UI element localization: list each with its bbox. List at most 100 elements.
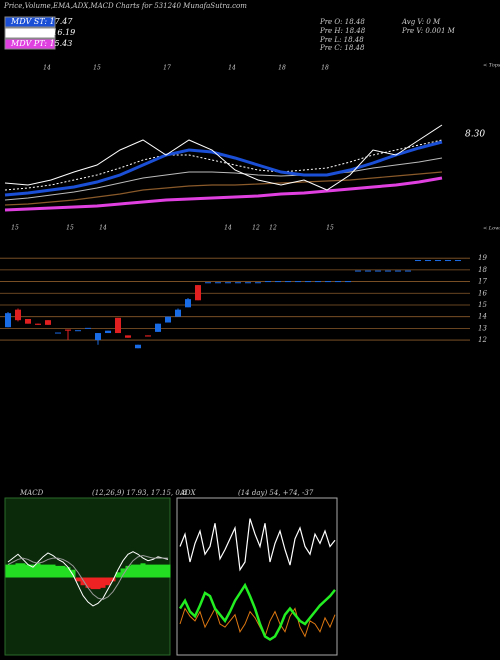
candle-body [325,281,331,283]
date-label: 17 [163,65,171,72]
histogram-bar [130,564,136,578]
candle-body [225,282,231,284]
date-label: 14 [228,65,236,72]
histogram-bar [115,572,121,578]
pre-high: Pre H: 18.48 [319,27,366,35]
pre-close: Pre C: 18.48 [319,44,365,52]
candle-body [125,335,131,338]
lows-label: < Lows [483,226,500,232]
candle-body [205,282,211,284]
candle-body [265,281,271,283]
panel-label: ADX [179,489,197,497]
histogram-bar [145,564,151,578]
candle-body [335,281,341,283]
legend-box [5,39,55,49]
legend-label: MDV PT: 15.43 [10,39,72,48]
date-label: 14 [99,225,107,232]
candle-body [165,316,171,323]
histogram-bar [85,577,91,588]
histogram-bar [25,564,31,578]
panel-label: MACD [19,489,44,497]
date-label: 15 [326,225,334,232]
histogram-bar [120,568,126,578]
histogram-bar [45,564,51,578]
histogram-bar [15,563,21,578]
candle-body [215,282,221,284]
histogram-bar [105,577,111,586]
legend-box-border [4,27,56,39]
y-tick-label: 17 [478,278,487,286]
tops-label: < Tops [483,63,500,69]
candle-body [305,281,311,283]
legend-label: MDV MT: 16.19 [10,28,75,37]
histogram-bar [165,564,171,578]
date-label: 12 [269,225,277,232]
histogram-bar [50,564,56,578]
candle-body [235,282,241,284]
histogram-bar [75,577,81,582]
candle-body [415,260,421,262]
candle-body [95,333,101,341]
candle-body [75,330,81,332]
series-line [4,157,443,201]
candle-body [405,270,411,272]
legend-box [5,17,55,27]
pre-low: Pre L: 18.48 [319,36,364,44]
histogram-bar [80,577,86,586]
series-line [4,171,443,206]
adx-line [178,582,336,641]
histogram-bar [20,563,26,578]
histogram-bar [90,577,96,590]
candle-body [5,313,11,328]
candle-body [425,260,431,262]
pre-volume: Pre V: 0.001 M [401,27,456,35]
adx-line [179,607,336,638]
y-tick-label: 16 [478,289,487,297]
candle-body [25,319,31,324]
date-label: 18 [321,65,329,72]
date-label: 14 [224,225,232,232]
candle-body [395,270,401,272]
histogram-bar [70,569,76,578]
panel-params: (12,26,9) 17.93, 17.15, 0.8 [92,489,187,497]
histogram-bar [65,567,71,578]
candle-body [45,320,51,325]
candle-body [195,285,201,301]
candle-body [315,281,321,283]
histogram-bar [40,564,46,578]
date-label: 15 [11,225,19,232]
candle-body [355,270,361,272]
series-line [4,140,443,197]
annotation: 8.30 [465,130,485,140]
candle-body [275,281,281,283]
signal-line [7,555,168,600]
histogram-bar [30,564,36,578]
histogram-bar [95,577,101,590]
y-tick-label: 13 [478,324,487,332]
candle-body [115,317,121,334]
histogram-bar [155,564,161,578]
series-line [4,176,443,212]
candle-body [185,299,191,308]
candle-body [35,323,41,325]
candle-body [65,329,71,331]
candle-body [15,309,21,321]
candle-body [155,323,161,332]
y-tick-label: 18 [478,266,487,274]
histogram-bar [55,565,61,578]
date-label: 14 [43,65,51,72]
candle-body [435,260,441,262]
histogram-bar [10,564,16,578]
histogram-bar [135,564,141,578]
legend-label: MDV ST: 17.47 [10,17,73,26]
candle-body [105,330,111,334]
candle-body [175,309,181,317]
candle-body [365,270,371,272]
histogram-bar [100,577,106,588]
legend-box [5,28,55,38]
avg-volume: Avg V: 0 M [401,18,441,26]
panel-params: (14 day) 54, +74, -37 [238,489,314,497]
candle-body [255,282,261,284]
y-tick-label: 15 [478,301,487,309]
